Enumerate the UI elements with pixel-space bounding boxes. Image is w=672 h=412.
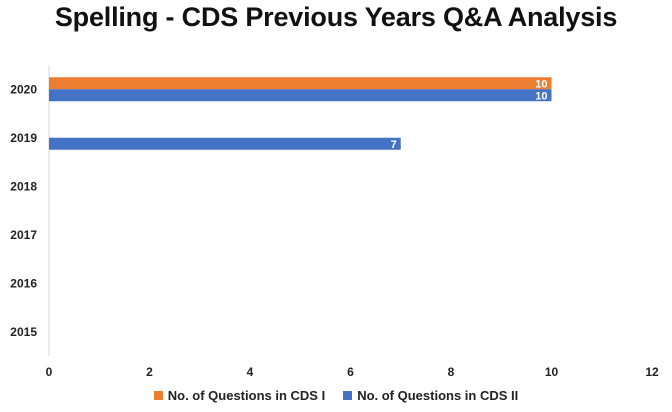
x-tick-label: 2	[146, 365, 153, 379]
x-tick-label: 4	[247, 365, 254, 379]
y-tick-label: 2018	[10, 179, 37, 193]
bar	[49, 89, 552, 102]
legend-label: No. of Questions in CDS I	[167, 388, 326, 403]
x-tick-label: 0	[46, 365, 53, 379]
x-tick-label: 6	[347, 365, 354, 379]
bar-data-label: 10	[535, 78, 547, 90]
y-tick-label: 2016	[10, 276, 37, 290]
legend-item: No. of Questions in CDS I	[153, 388, 326, 403]
x-tick-label: 10	[545, 365, 559, 379]
x-tick-label: 12	[645, 365, 659, 379]
y-tick-label: 2019	[10, 131, 37, 145]
bar	[49, 137, 401, 150]
legend-swatch	[153, 391, 163, 400]
legend-item: No. of Questions in CDS II	[343, 388, 518, 403]
bar-data-label: 10	[535, 90, 547, 102]
y-tick-label: 2020	[10, 82, 37, 96]
y-tick-label: 2015	[10, 325, 37, 339]
y-tick-label: 2017	[10, 228, 37, 242]
bar	[49, 77, 552, 90]
x-tick-label: 8	[448, 365, 455, 379]
legend-swatch	[343, 391, 353, 400]
legend-label: No. of Questions in CDS II	[357, 388, 519, 403]
legend: No. of Questions in CDS I No. of Question…	[0, 388, 672, 403]
bar-data-label: 7	[391, 139, 397, 151]
chart-title: Spelling - CDS Previous Years Q&A Analys…	[54, 2, 618, 32]
